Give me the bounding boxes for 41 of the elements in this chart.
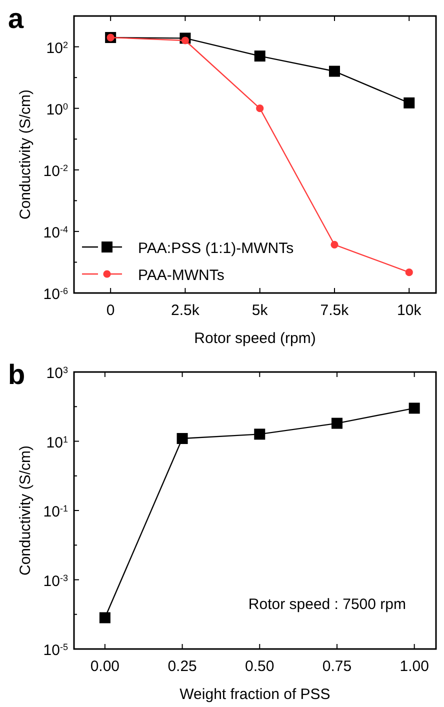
point <box>181 36 190 44</box>
y-tick-label: 10$^{-3}$ <box>43 572 68 590</box>
x-tick-label: 0.25 <box>168 658 197 675</box>
x-tick-label: 5k <box>252 302 268 319</box>
y-tick-label: 10$^{-2}$ <box>43 162 68 180</box>
annotation: Rotor speed : 7500 rpm <box>248 596 406 613</box>
point <box>256 104 264 112</box>
point <box>176 433 188 444</box>
y-tick-label: 10$^{0}$ <box>46 101 68 118</box>
x-tick-label: 10k <box>397 302 422 319</box>
x-tick-label: 0.75 <box>322 658 352 675</box>
y-tick-label: 10$^{-4}$ <box>43 224 68 242</box>
y-tick-label: 10$^{-1}$ <box>43 504 68 520</box>
y-tick-label: 10$^{-6}$ <box>43 286 68 303</box>
legend-label: PAA:PSS (1:1)-MWNTs <box>138 240 294 257</box>
point <box>404 97 415 108</box>
x-tick-label: 2.5k <box>171 302 200 319</box>
y-axis-title: Conductivity (S/cm) <box>17 445 34 576</box>
chart-title: a <box>8 3 24 34</box>
point <box>408 402 420 414</box>
y-axis-title: Conductivity (S/cm) <box>17 89 34 220</box>
x-axis-title: Weight fraction of PSS <box>180 686 330 703</box>
point <box>405 268 413 276</box>
x-axis-title: Rotor speed (rpm) <box>194 330 316 347</box>
point <box>254 428 266 440</box>
point <box>254 50 266 62</box>
y-tick-label: 10$^{1}$ <box>46 434 68 452</box>
point <box>331 418 342 429</box>
legend-label: PAA-MWNTs <box>138 267 224 284</box>
x-tick-label: 0 <box>106 302 115 319</box>
x-tick-label: 0.00 <box>90 658 120 675</box>
point <box>330 240 338 249</box>
x-tick-label: 7.5k <box>320 302 350 319</box>
y-tick-label: 10$^{3}$ <box>46 365 68 382</box>
y-tick-label: 10$^{2}$ <box>46 40 68 57</box>
y-tick-label: 10$^{-5}$ <box>43 642 68 659</box>
chart-title: b <box>8 359 26 390</box>
point <box>99 612 110 624</box>
x-tick-label: 1.00 <box>400 658 429 675</box>
x-tick-label: 0.50 <box>245 658 274 675</box>
point <box>328 66 340 77</box>
